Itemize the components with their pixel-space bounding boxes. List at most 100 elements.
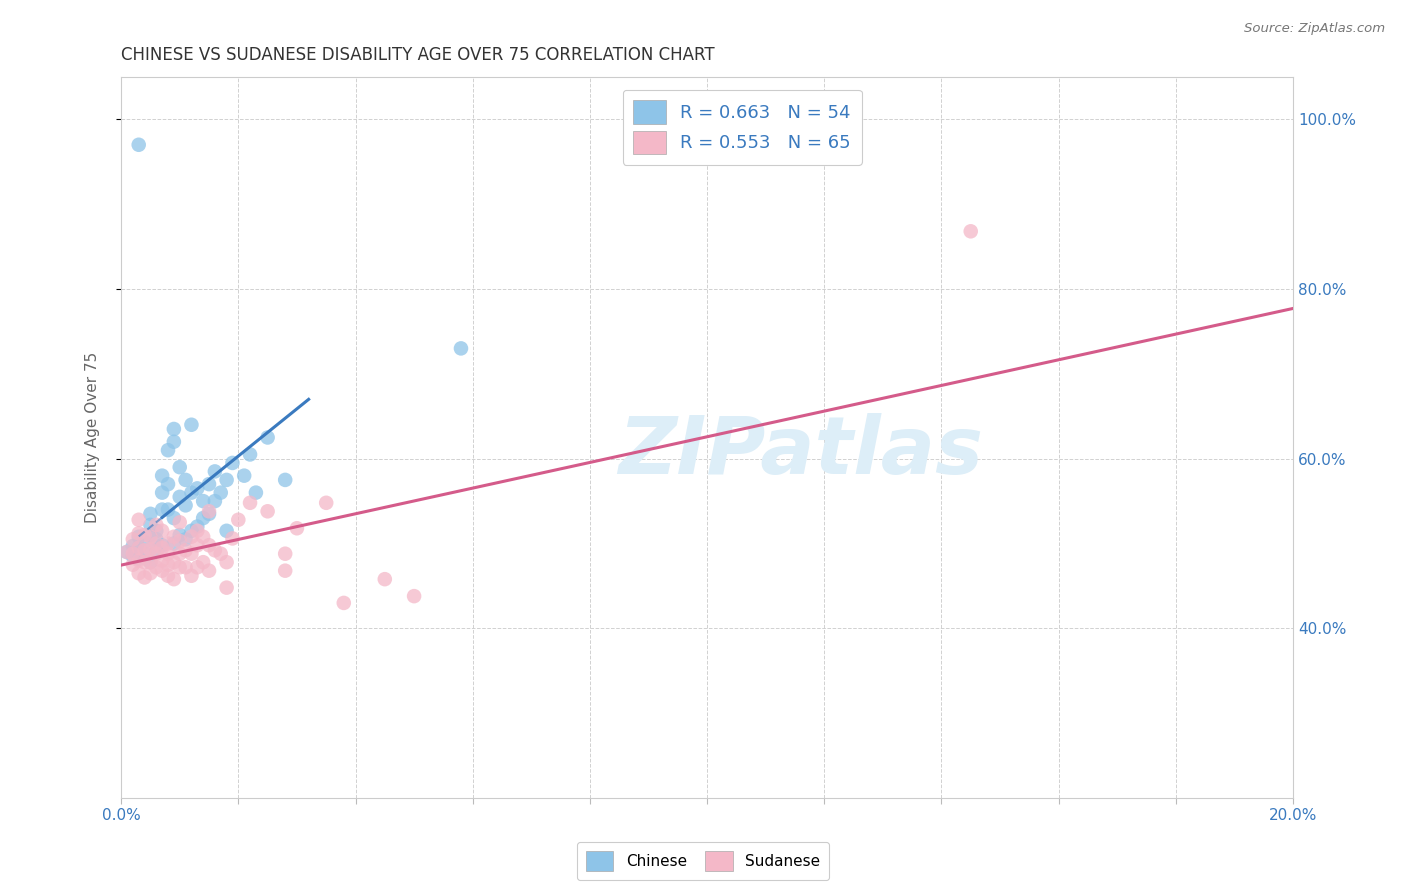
Point: [450, 342, 472, 356]
Point: [128, 530, 150, 544]
Point: [169, 547, 191, 561]
Point: [191, 511, 214, 525]
Text: CHINESE VS SUDANESE DISABILITY AGE OVER 75 CORRELATION CHART: CHINESE VS SUDANESE DISABILITY AGE OVER …: [121, 46, 714, 64]
Point: [191, 530, 214, 544]
Point: [139, 555, 162, 569]
Point: [169, 516, 191, 530]
Point: [139, 528, 162, 542]
Point: [233, 468, 256, 483]
Point: [215, 524, 238, 538]
Point: [215, 473, 238, 487]
Point: [139, 507, 162, 521]
Point: [209, 485, 232, 500]
Point: [186, 538, 208, 552]
Y-axis label: Disability Age Over 75: Disability Age Over 75: [86, 351, 100, 523]
Point: [128, 541, 150, 555]
Point: [169, 490, 191, 504]
Point: [274, 473, 297, 487]
Point: [315, 496, 337, 510]
Point: [228, 513, 250, 527]
Point: [128, 541, 150, 555]
Point: [186, 519, 208, 533]
Point: [150, 541, 173, 555]
Point: [180, 524, 202, 538]
Point: [163, 530, 186, 544]
Point: [128, 566, 150, 581]
Point: [150, 538, 173, 552]
Point: [128, 513, 150, 527]
Point: [274, 547, 297, 561]
Point: [198, 564, 221, 578]
Point: [134, 570, 156, 584]
Point: [239, 496, 262, 510]
Point: [145, 524, 167, 538]
Point: [174, 560, 197, 574]
Point: [333, 596, 356, 610]
Point: [198, 477, 221, 491]
Point: [215, 555, 238, 569]
Point: [115, 545, 138, 559]
Point: [169, 528, 191, 542]
Point: [204, 543, 226, 558]
Point: [186, 560, 208, 574]
Point: [174, 499, 197, 513]
Point: [186, 482, 208, 496]
Point: [139, 517, 162, 532]
Point: [150, 502, 173, 516]
Point: [121, 533, 143, 547]
Point: [134, 534, 156, 549]
Point: [163, 422, 186, 436]
Point: [174, 543, 197, 558]
Point: [221, 456, 243, 470]
Legend: Chinese, Sudanese: Chinese, Sudanese: [576, 842, 830, 880]
Point: [256, 504, 278, 518]
Point: [115, 545, 138, 559]
Point: [134, 547, 156, 561]
Point: [145, 536, 167, 550]
Text: ZIPatlas: ZIPatlas: [619, 413, 983, 491]
Point: [139, 555, 162, 569]
Point: [169, 460, 191, 475]
Point: [145, 547, 167, 561]
Point: [404, 589, 426, 603]
Point: [239, 447, 262, 461]
Point: [180, 485, 202, 500]
Point: [174, 473, 197, 487]
Point: [163, 555, 186, 569]
Point: [128, 551, 150, 566]
Point: [145, 533, 167, 547]
Point: [145, 560, 167, 574]
Point: [180, 547, 202, 561]
Point: [285, 521, 308, 535]
Point: [169, 560, 191, 574]
Point: [180, 417, 202, 432]
Point: [145, 517, 167, 532]
Point: [121, 558, 143, 572]
Point: [139, 542, 162, 557]
Point: [169, 533, 191, 548]
Point: [174, 533, 197, 547]
Point: [145, 543, 167, 558]
Point: [221, 532, 243, 546]
Point: [374, 572, 396, 586]
Point: [180, 530, 202, 544]
Point: [150, 468, 173, 483]
Point: [150, 485, 173, 500]
Point: [121, 539, 143, 553]
Point: [156, 477, 179, 491]
Point: [274, 564, 297, 578]
Point: [209, 547, 232, 561]
Point: [128, 526, 150, 541]
Point: [245, 485, 267, 500]
Point: [139, 566, 162, 581]
Point: [163, 536, 186, 550]
Point: [156, 502, 179, 516]
Point: [134, 543, 156, 558]
Point: [204, 464, 226, 478]
Point: [163, 572, 186, 586]
Point: [204, 494, 226, 508]
Point: [215, 581, 238, 595]
Point: [150, 553, 173, 567]
Text: Source: ZipAtlas.com: Source: ZipAtlas.com: [1244, 22, 1385, 36]
Point: [134, 555, 156, 569]
